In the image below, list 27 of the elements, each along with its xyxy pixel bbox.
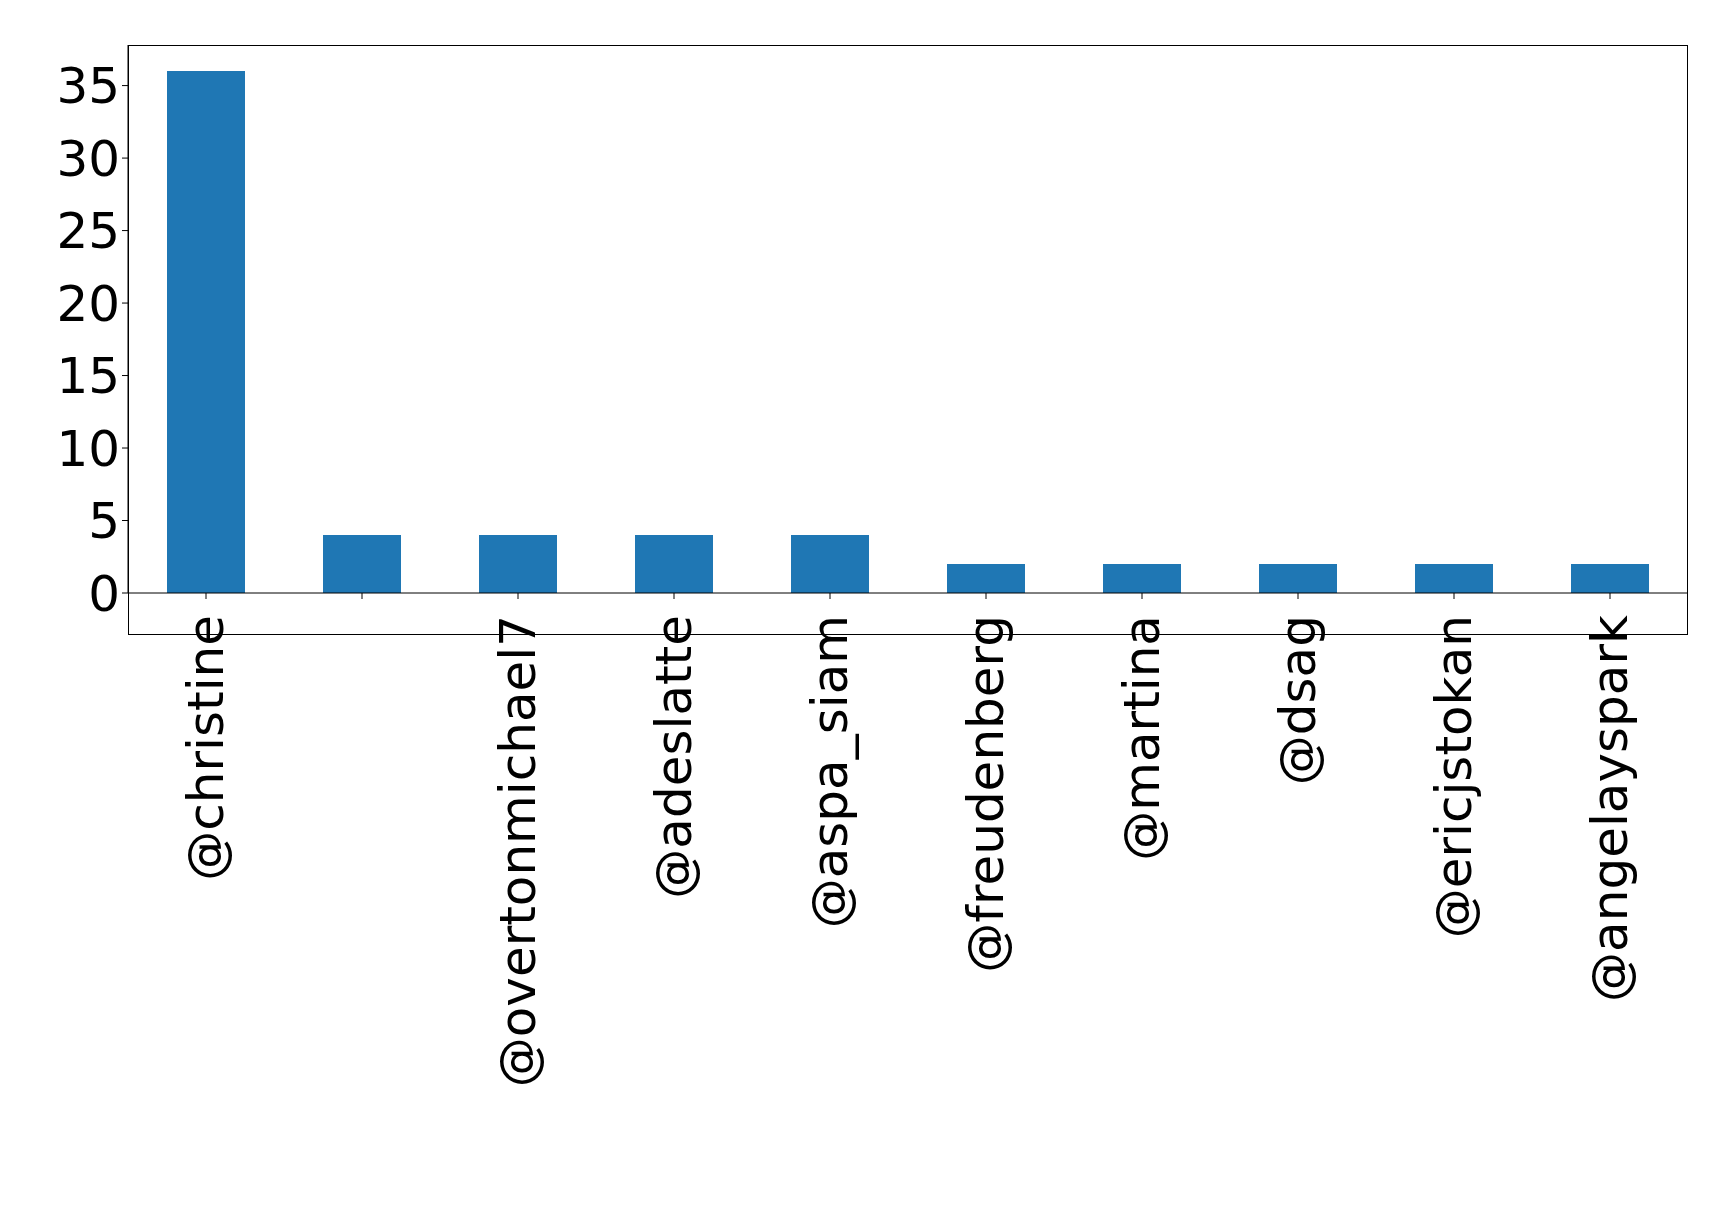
bar bbox=[1415, 564, 1493, 593]
bar bbox=[947, 564, 1025, 593]
x-tick-label: @angelayspark bbox=[1581, 614, 1639, 1002]
y-tick-label: 35 bbox=[56, 57, 120, 116]
x-tick-label: @christine bbox=[177, 615, 235, 881]
bar bbox=[791, 535, 869, 593]
x-tick-label: @ericjstokan bbox=[1425, 615, 1483, 939]
x-tick-label: @overtonmichael7 bbox=[489, 615, 547, 1088]
y-tick-label: 0 bbox=[88, 564, 120, 623]
bar bbox=[1571, 564, 1649, 593]
y-tick-label: 20 bbox=[56, 274, 120, 333]
x-tick-label: @adeslatte bbox=[645, 615, 703, 899]
x-tick-label: @martina bbox=[1113, 615, 1171, 861]
y-tick-label: 25 bbox=[56, 202, 120, 261]
y-tick-label: 30 bbox=[56, 129, 120, 188]
x-tick-label: @freudenberg bbox=[957, 615, 1015, 973]
bar bbox=[323, 535, 401, 593]
x-tick-label: @dsag bbox=[1269, 615, 1327, 786]
y-tick-label: 15 bbox=[56, 347, 120, 406]
bar bbox=[1259, 564, 1337, 593]
bar bbox=[635, 535, 713, 593]
y-tick-label: 5 bbox=[88, 492, 120, 551]
bar bbox=[167, 71, 245, 593]
y-tick-label: 10 bbox=[56, 419, 120, 478]
x-tick-label: @aspa_siam bbox=[801, 615, 859, 929]
bar bbox=[479, 535, 557, 593]
bar bbox=[1103, 564, 1181, 593]
